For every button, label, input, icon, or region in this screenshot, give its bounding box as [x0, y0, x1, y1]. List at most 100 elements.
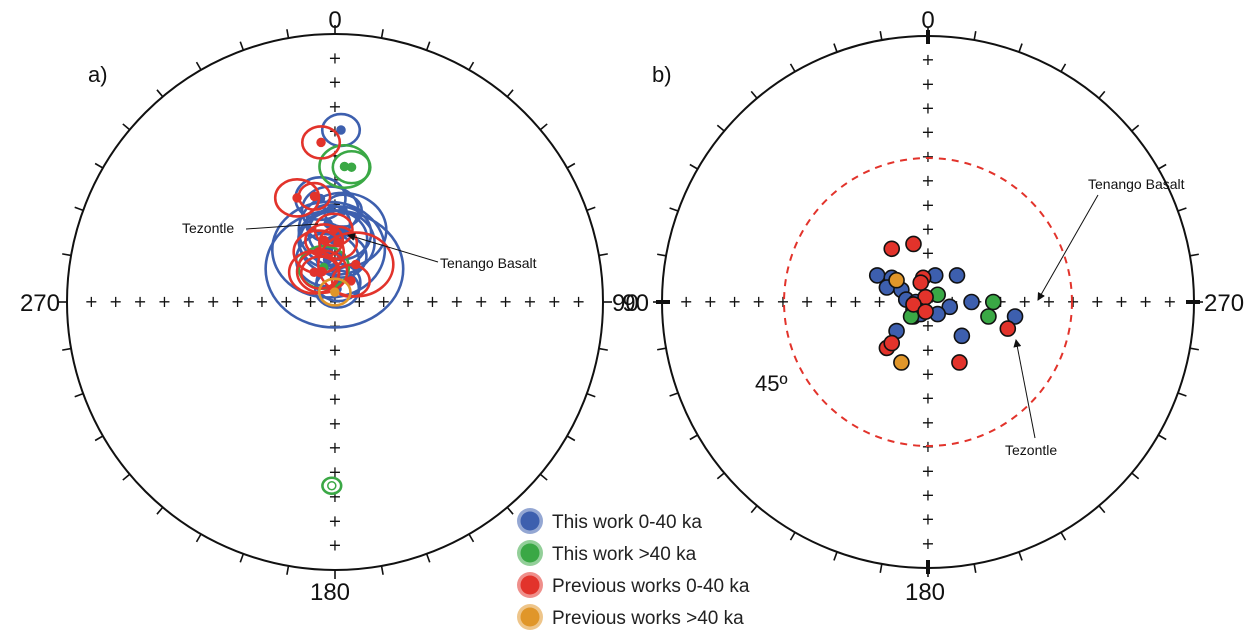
cross-marker: +: [182, 292, 195, 311]
annotation-b-tenango-leader: [1037, 194, 1099, 301]
cross-marker: +: [206, 292, 219, 311]
vgp-point: [999, 320, 1017, 337]
mean-direction-point: [316, 137, 326, 148]
cross-marker: +: [921, 74, 934, 93]
cross-marker: +: [158, 292, 171, 311]
vgp-point: [883, 334, 901, 352]
mean-direction-point: [346, 162, 357, 172]
degree-tick: [1131, 472, 1140, 480]
cross-marker: +: [328, 536, 341, 555]
stereonet-a-points: [264, 112, 405, 495]
cross-marker: +: [1163, 292, 1176, 311]
degree-tick: [566, 162, 576, 169]
cross-marker: +: [921, 413, 934, 432]
degree-tick: [539, 123, 548, 131]
cross-marker: +: [328, 365, 341, 384]
cross-marker: +: [921, 50, 934, 69]
annotation-a-tezontle: Tezontle: [182, 220, 234, 236]
mean-direction-point: [309, 191, 320, 202]
degree-tick: [1060, 531, 1067, 541]
degree-tick: [195, 61, 202, 71]
degree-tick: [716, 124, 725, 132]
stereonet-b-points: [868, 235, 1024, 371]
compass-label-b-bottom: 180: [905, 579, 945, 606]
cross-marker: +: [572, 292, 585, 311]
degree-tick: [973, 31, 977, 41]
cross-marker: +: [921, 244, 934, 263]
degree-tick: [94, 162, 104, 169]
cross-marker: +: [921, 365, 934, 384]
cross-marker: +: [328, 316, 341, 335]
annotation-a-tenango-leader: [347, 233, 439, 263]
legend-label: Previous works >40 ka: [552, 608, 744, 629]
degree-tick: [286, 29, 290, 39]
cross-marker: +: [328, 48, 341, 67]
degree-tick: [657, 347, 667, 351]
vgp-point: [941, 298, 959, 316]
degree-tick: [750, 90, 758, 99]
cross-marker: +: [474, 292, 487, 311]
cross-marker: +: [752, 292, 765, 311]
mean-direction-point: [327, 480, 337, 491]
degree-tick: [425, 41, 431, 51]
stereonet-panel-a: +++++++++++++++ +++++++++++++++++++++++++…: [20, 7, 639, 606]
confidence-ellipse: [304, 223, 345, 258]
degree-tick: [62, 347, 72, 351]
degree-tick: [879, 31, 883, 41]
cross-marker: +: [921, 485, 934, 504]
panel-label-a: a): [88, 62, 108, 87]
degree-tick: [598, 253, 608, 257]
compass-label-a-bottom: 180: [310, 579, 350, 606]
degree-tick: [1098, 505, 1106, 514]
legend-swatch: [520, 543, 540, 563]
annotation-a-tenango: Tenango Basalt: [440, 255, 537, 271]
confidence-ellipse: [318, 225, 359, 261]
vgp-point: [905, 235, 922, 253]
vgp-point: [951, 354, 968, 371]
degree-tick: [1189, 253, 1199, 257]
compass-label-b-right: 270: [1204, 290, 1244, 317]
vgp-point: [948, 267, 966, 284]
cross-marker: +: [401, 292, 414, 311]
cross-marker: +: [109, 292, 122, 311]
vgp-point: [963, 293, 980, 311]
panel-label-b: b): [652, 62, 672, 87]
degree-tick: [468, 61, 475, 71]
confidence-ellipse: [300, 125, 342, 160]
degree-tick: [239, 41, 245, 51]
degree-tick: [380, 29, 384, 39]
cross-marker: +: [328, 414, 341, 433]
cross-marker: +: [921, 171, 934, 190]
vgp-point: [984, 293, 1002, 311]
legend-item: This work 0-40 ka: [517, 508, 702, 534]
vgp-point: [905, 296, 922, 313]
cross-marker: +: [328, 341, 341, 360]
mean-direction-point: [336, 125, 346, 135]
legend: This work 0-40 ka This work >40 ka Previou…: [517, 508, 750, 630]
confidence-ellipse: [297, 181, 332, 211]
legend-swatch: [520, 575, 540, 595]
degree-tick: [586, 206, 596, 212]
degree-tick: [1189, 347, 1199, 351]
cross-marker: +: [1139, 292, 1152, 311]
degree-tick: [669, 392, 679, 397]
cross-marker: +: [499, 292, 512, 311]
degree-tick: [156, 506, 164, 515]
degree-tick: [789, 63, 796, 73]
vgp-point: [912, 274, 930, 291]
mean-direction-point: [346, 276, 356, 286]
degree-tick: [195, 533, 202, 543]
legend-swatch: [520, 607, 540, 627]
cross-marker: +: [921, 219, 934, 238]
degree-tick: [669, 207, 679, 212]
degree-tick: [1018, 43, 1023, 53]
degree-tick: [94, 435, 104, 442]
legend-label: This work >40 ka: [552, 544, 697, 565]
legend-item: Previous works >40 ka: [517, 604, 744, 630]
degree-tick: [122, 473, 131, 481]
degree-tick: [1098, 90, 1106, 99]
degree-tick: [716, 472, 725, 480]
cross-marker: +: [328, 73, 341, 92]
confidence-ellipse: [331, 149, 372, 185]
